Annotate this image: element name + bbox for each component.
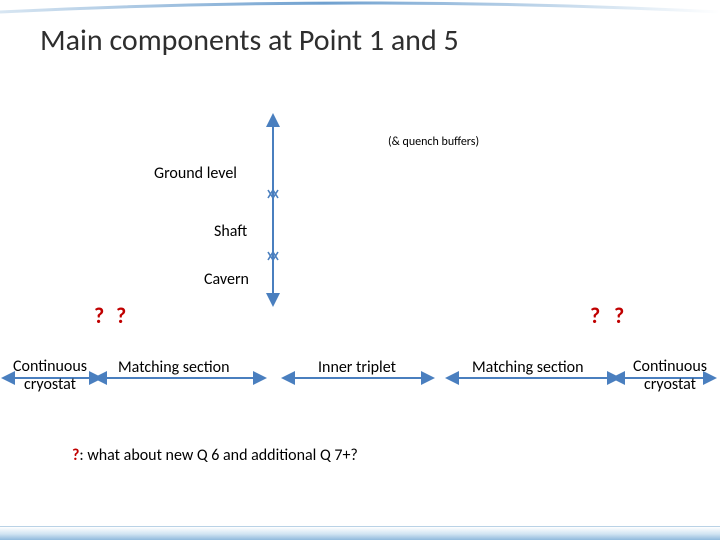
label-matching-section-left: Matching section <box>118 358 230 377</box>
label-continuous-cryostat-right: Continuous cryostat <box>620 358 720 395</box>
bottom-gradient-bar <box>0 526 720 540</box>
text-line: cryostat <box>644 375 696 394</box>
text-line: Continuous <box>13 357 87 376</box>
question-mark-left-2: ? <box>116 302 126 329</box>
label-inner-triplet: Inner triplet <box>318 358 396 377</box>
question-mark-left-1: ? <box>94 302 104 329</box>
footnote: ?: what about new Q 6 and additional Q 7… <box>72 446 358 465</box>
label-matching-section-right: Matching section <box>472 358 584 377</box>
label-continuous-cryostat-left: Continuous cryostat <box>0 358 100 395</box>
footnote-text: : what about new Q 6 and additional Q 7+… <box>79 446 357 465</box>
text-line: Continuous <box>633 357 707 376</box>
question-mark-right-1: ? <box>590 302 600 329</box>
question-mark-right-2: ? <box>614 302 624 329</box>
text-line: cryostat <box>24 375 76 394</box>
